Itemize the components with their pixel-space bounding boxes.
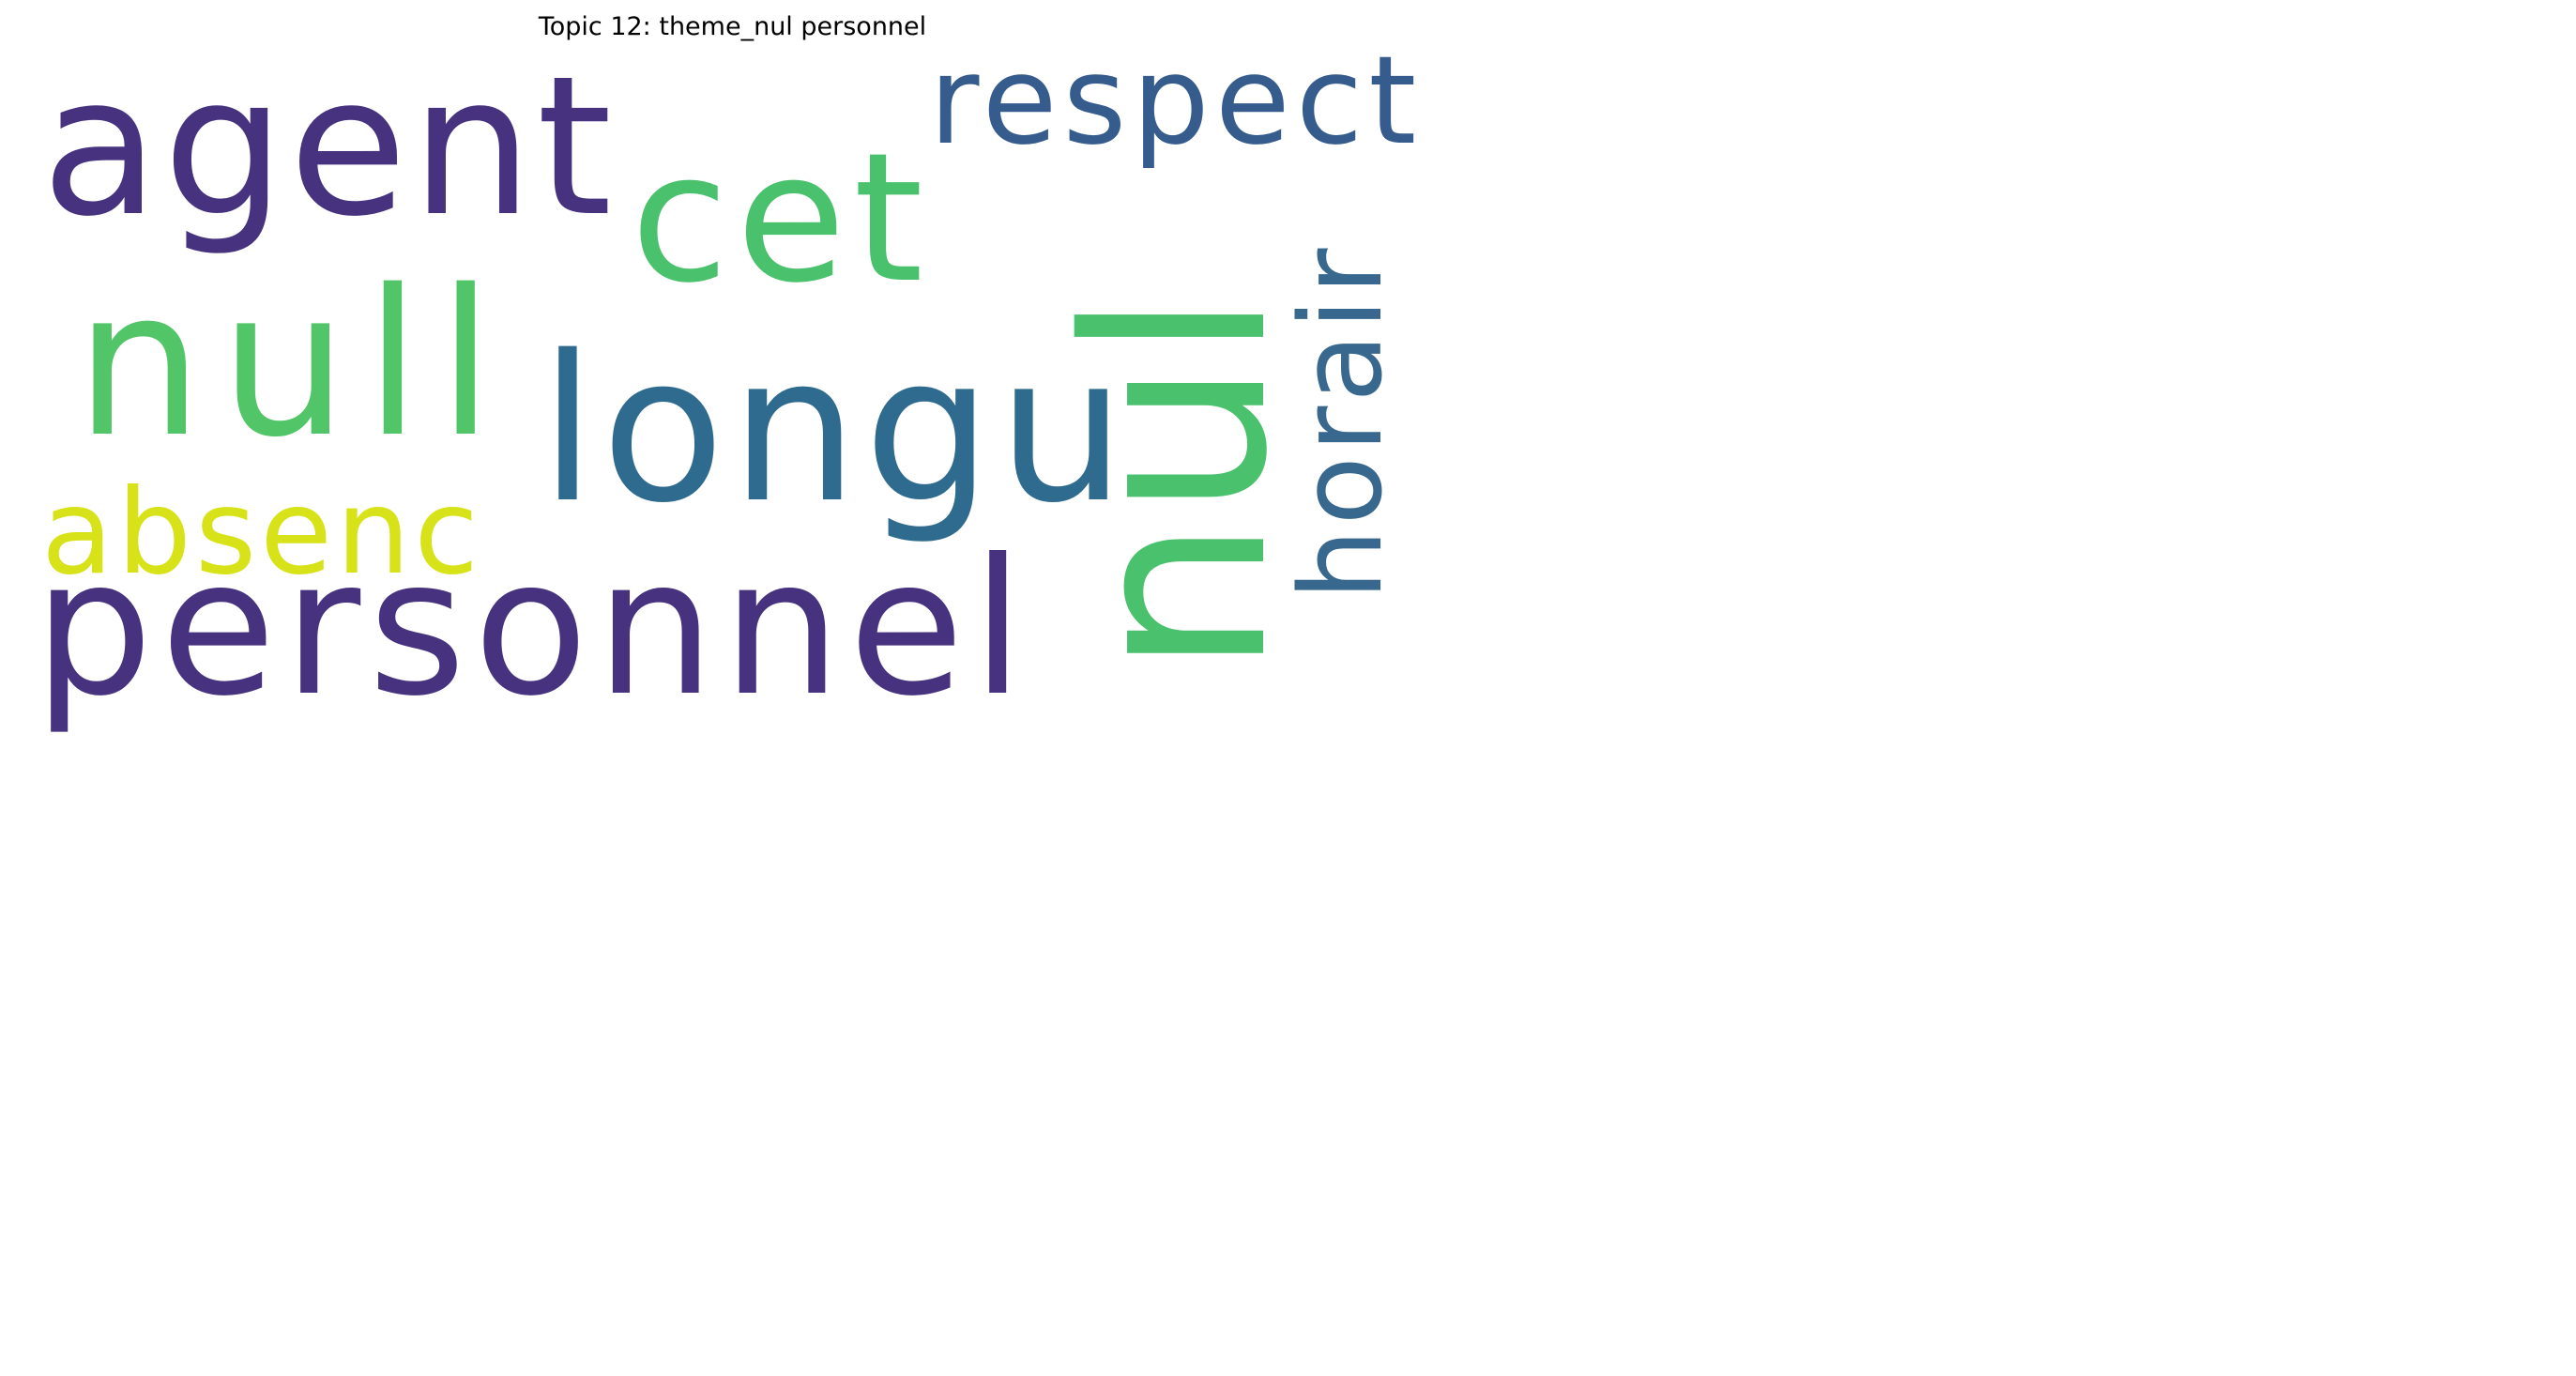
word-respect: respect bbox=[929, 29, 1423, 172]
word-agent: agent bbox=[41, 36, 617, 259]
chart-title: Topic 12: theme_nul personnel bbox=[538, 12, 927, 41]
word-absenc: absenc bbox=[41, 465, 482, 601]
word-horair: horair bbox=[1277, 244, 1408, 601]
word-personnel: personnel bbox=[34, 519, 1031, 738]
word-null: null bbox=[75, 246, 511, 482]
word-longu: longu bbox=[540, 312, 1132, 547]
word-cet: cet bbox=[631, 115, 931, 322]
word-cloud: agent respect cet null longu absenc pers… bbox=[0, 0, 1465, 784]
word-nul: nul bbox=[1033, 291, 1322, 676]
